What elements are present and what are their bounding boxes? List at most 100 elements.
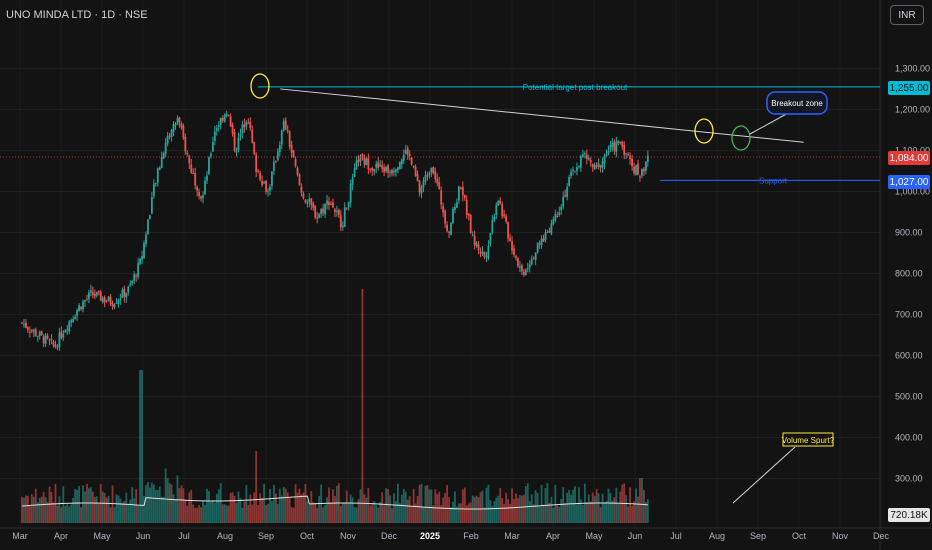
volume-bar	[40, 496, 43, 523]
candle-body	[639, 176, 641, 178]
volume-bar	[42, 491, 45, 523]
volume-bar	[208, 491, 210, 523]
candle-body	[326, 200, 328, 205]
candle-body	[343, 207, 346, 227]
volume-bar	[322, 507, 325, 523]
volume-bar	[259, 493, 262, 523]
volume-bar	[477, 497, 480, 523]
candle-body	[536, 242, 539, 253]
candle-body	[174, 124, 177, 126]
volume-bar	[463, 487, 466, 523]
volume-bar	[574, 486, 576, 523]
volume-bar	[406, 499, 409, 523]
candle-body	[72, 319, 75, 323]
volume-bar	[524, 486, 527, 523]
volume-bar	[334, 496, 336, 523]
candle-body	[125, 293, 128, 298]
candle-body	[603, 156, 606, 164]
candle-body	[395, 169, 397, 172]
candle-body	[107, 296, 110, 301]
volume-bar	[310, 491, 313, 523]
candle-body	[239, 133, 242, 137]
volume-bar	[174, 499, 177, 523]
volume-bar	[113, 507, 116, 523]
volume-bar	[103, 493, 106, 523]
candle-body	[156, 168, 159, 183]
volume-bar	[416, 496, 419, 523]
volume-bar	[276, 504, 279, 523]
candle-body	[599, 165, 602, 168]
candle-body	[172, 123, 175, 132]
volume-bar	[383, 505, 386, 523]
volume-bar	[631, 505, 633, 523]
candle-body	[597, 163, 600, 167]
volume-bar	[591, 492, 594, 523]
volume-bar	[479, 492, 482, 523]
candle-body	[247, 122, 250, 124]
volume-bar	[261, 497, 263, 523]
volume-bar	[74, 489, 77, 523]
candle-body	[302, 193, 305, 199]
volume-bar	[80, 507, 82, 523]
candle-body	[50, 338, 53, 340]
candle-body	[194, 172, 197, 186]
volume-bar	[265, 505, 267, 523]
currency-button[interactable]: INR	[890, 5, 924, 25]
volume-bar	[115, 494, 118, 523]
volume-bar	[359, 489, 362, 523]
volume-bar	[263, 483, 265, 523]
volume-bar	[237, 491, 240, 523]
candle-body	[168, 135, 171, 137]
candle-body	[255, 154, 258, 172]
candle-body	[184, 136, 187, 152]
volume-bar	[97, 503, 100, 523]
volume-bar	[282, 487, 285, 523]
volume-bar	[172, 494, 175, 523]
volume-bar	[345, 490, 348, 523]
volume-bar	[418, 484, 421, 523]
volume-bar	[365, 497, 368, 523]
volume-bar	[34, 488, 37, 523]
volume-bar	[21, 496, 23, 523]
volume-bar	[497, 495, 500, 523]
breakout-pointer	[749, 111, 791, 135]
volume-bar	[225, 505, 228, 523]
volume-bar	[560, 498, 563, 523]
candle-body	[591, 163, 594, 168]
volume-bar	[168, 483, 171, 523]
candle-body	[34, 329, 37, 336]
volume-bar	[467, 503, 470, 523]
volume-bar	[642, 489, 645, 523]
candle-body	[355, 160, 358, 170]
volume-bar	[627, 506, 630, 523]
candle-body	[623, 145, 626, 155]
candle-body	[422, 181, 425, 188]
candle-body	[450, 223, 452, 236]
volume-bar	[609, 493, 612, 523]
candle-body	[263, 181, 265, 184]
candle-body	[170, 130, 173, 137]
volume-bar	[501, 498, 504, 523]
candle-body	[347, 201, 350, 207]
candle-body	[387, 165, 389, 173]
candle-body	[613, 141, 616, 151]
volume-bar	[491, 506, 494, 523]
volume-bar	[605, 501, 608, 523]
volume-bar	[509, 503, 511, 523]
candle-body	[558, 212, 561, 215]
volume-bar	[133, 498, 136, 523]
candle-body	[430, 167, 433, 173]
x-tick-label: May	[93, 531, 111, 541]
candle-body	[611, 143, 614, 147]
volume-bar	[176, 475, 179, 523]
candle-body	[568, 177, 571, 186]
volume-bar	[162, 496, 165, 523]
y-tick-label: 1,200.00	[895, 104, 930, 114]
volume-bar	[570, 494, 572, 523]
volume-bar	[639, 478, 641, 523]
candlestick-series	[21, 110, 649, 351]
volume-bar	[221, 504, 224, 523]
candle-body	[30, 330, 33, 332]
volume-bar	[536, 492, 539, 523]
